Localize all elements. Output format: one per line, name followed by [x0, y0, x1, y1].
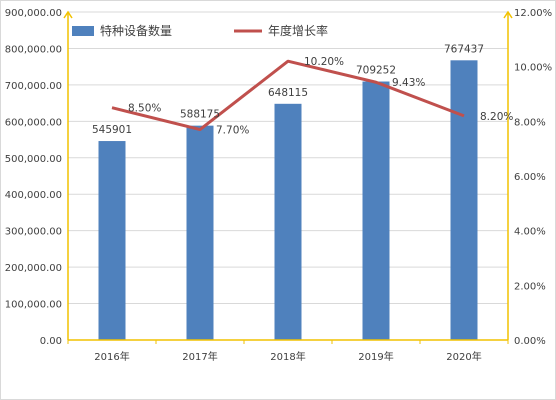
line-data-label: 8.50% — [128, 103, 161, 115]
line-data-label: 8.20% — [480, 111, 513, 123]
bar-series — [98, 60, 478, 341]
bar — [450, 60, 478, 340]
bar-data-label: 767437 — [444, 43, 484, 55]
bar-data-label: 648115 — [268, 87, 308, 99]
left-tick-label: 700,000.00 — [5, 81, 62, 92]
left-tick-label: 0.00 — [40, 336, 62, 347]
bar — [274, 103, 302, 340]
x-tick-label: 2017年 — [182, 350, 217, 363]
left-tick-label: 200,000.00 — [5, 263, 62, 274]
x-tick-label: 2019年 — [358, 350, 393, 363]
right-axis-arrow — [503, 10, 513, 19]
left-tick-label: 600,000.00 — [5, 117, 62, 128]
line-data-label: 7.70% — [216, 125, 249, 137]
left-tick-label: 100,000.00 — [5, 300, 62, 311]
right-tick-label: 2.00% — [514, 281, 546, 292]
right-tick-label: 12.00% — [514, 8, 552, 19]
right-tick-label: 8.00% — [514, 117, 546, 128]
x-tick-label: 2020年 — [446, 350, 481, 363]
right-tick-label: 4.00% — [514, 227, 546, 238]
left-tick-label: 400,000.00 — [5, 190, 62, 201]
line-series — [111, 59, 465, 132]
left-tick-label: 300,000.00 — [5, 227, 62, 238]
right-tick-label: 0.00% — [514, 336, 546, 347]
left-tick-label: 800,000.00 — [5, 44, 62, 55]
bar-data-label: 709252 — [356, 65, 396, 77]
bar — [362, 81, 390, 340]
left-tick-label: 500,000.00 — [5, 154, 62, 165]
bar — [186, 125, 214, 341]
bar-data-label: 588175 — [180, 109, 220, 121]
left-axis-arrow — [63, 10, 73, 19]
data-labels: 545901 588175 648115 709252 767437 8.50% 7.70%… — [92, 43, 513, 136]
line-data-label: 10.20% — [304, 56, 344, 68]
legend-label-bars: 特种设备数量 — [100, 23, 172, 38]
x-tick-label: 2018年 — [270, 350, 305, 363]
x-tick-label: 2016年 — [94, 350, 129, 363]
left-tick-label: 900,000.00 — [5, 8, 62, 19]
legend-label-line: 年度增长率 — [268, 23, 328, 38]
line-data-label: 9.43% — [392, 77, 425, 89]
axes: 0.00 100,000.00 200,000.00 300,000.00 400,00… — [5, 8, 552, 363]
legend-swatch-bars — [72, 26, 94, 36]
bar — [98, 141, 126, 340]
bar-data-label: 545901 — [92, 124, 132, 136]
right-tick-label: 6.00% — [514, 172, 546, 183]
right-tick-label: 10.00% — [514, 63, 552, 74]
legend: 特种设备数量 年度增长率 — [72, 23, 328, 38]
